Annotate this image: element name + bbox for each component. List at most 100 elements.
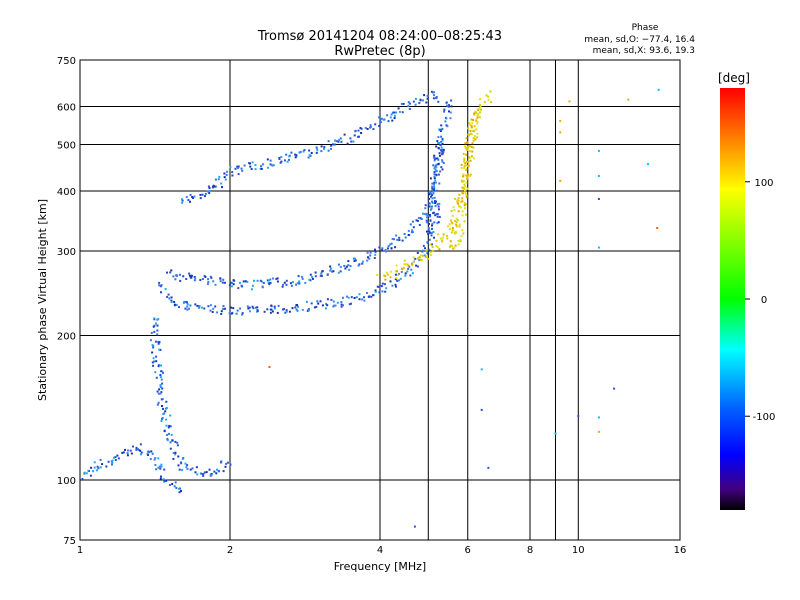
data-point xyxy=(407,101,410,104)
data-point xyxy=(463,157,466,160)
data-point xyxy=(431,202,434,204)
data-point xyxy=(311,275,314,278)
data-point xyxy=(456,201,459,204)
data-point xyxy=(353,297,356,299)
y-tick-label: 750 xyxy=(57,56,76,67)
data-point xyxy=(323,147,325,150)
data-point xyxy=(164,410,167,413)
data-point xyxy=(395,111,397,114)
data-point xyxy=(207,185,210,188)
data-point xyxy=(248,306,251,309)
data-point xyxy=(389,116,392,119)
data-point xyxy=(210,474,213,477)
data-point xyxy=(283,281,286,284)
data-point xyxy=(472,146,475,149)
data-point xyxy=(434,181,437,184)
data-point xyxy=(285,153,288,156)
data-point xyxy=(334,139,337,142)
data-point xyxy=(469,123,472,126)
data-point xyxy=(172,458,175,460)
data-point xyxy=(453,209,456,212)
data-point xyxy=(422,99,424,102)
data-point xyxy=(475,128,478,131)
data-point xyxy=(467,127,470,130)
data-point xyxy=(378,285,381,288)
data-point xyxy=(199,472,202,475)
data-point xyxy=(420,254,423,257)
data-point xyxy=(437,158,440,161)
data-point xyxy=(186,305,189,308)
data-point xyxy=(440,124,443,127)
data-point xyxy=(469,173,472,176)
data-point xyxy=(391,111,394,114)
data-point xyxy=(474,138,477,141)
data-point xyxy=(150,450,153,453)
data-point xyxy=(266,166,269,169)
data-point xyxy=(429,215,432,218)
data-point xyxy=(214,283,217,286)
data-point xyxy=(463,165,466,168)
data-point xyxy=(279,161,282,164)
data-point xyxy=(398,110,401,113)
data-point xyxy=(369,124,372,127)
data-point xyxy=(201,193,204,196)
data-point xyxy=(483,101,486,104)
data-point xyxy=(347,264,350,267)
data-point xyxy=(217,470,220,473)
data-point xyxy=(256,310,259,312)
data-point xyxy=(260,165,263,168)
data-point xyxy=(223,176,226,179)
data-point xyxy=(252,307,255,310)
data-point xyxy=(330,267,333,270)
y-axis-ticks: 75 100 200 300 400 500 600 750 xyxy=(57,56,76,547)
data-point xyxy=(230,285,233,288)
data-point xyxy=(269,163,272,166)
data-point xyxy=(307,308,310,311)
data-point xyxy=(460,235,463,237)
data-point xyxy=(473,112,476,115)
data-point xyxy=(156,403,159,406)
data-point xyxy=(255,306,257,309)
data-point xyxy=(472,157,475,160)
data-point xyxy=(394,246,397,249)
data-point xyxy=(426,212,428,215)
data-point xyxy=(437,136,440,139)
data-point xyxy=(397,272,400,275)
data-point xyxy=(468,122,471,125)
data-point xyxy=(476,116,479,119)
data-point xyxy=(404,236,407,239)
data-point xyxy=(439,170,442,173)
data-point xyxy=(229,166,232,169)
data-point xyxy=(337,271,340,274)
data-point xyxy=(389,280,392,283)
data-point xyxy=(470,118,473,121)
data-point xyxy=(430,207,433,210)
data-point xyxy=(92,470,94,473)
data-point xyxy=(396,238,399,241)
data-point xyxy=(159,374,162,376)
data-point xyxy=(237,173,240,176)
data-point xyxy=(316,149,319,152)
data-point xyxy=(366,292,368,294)
data-point xyxy=(212,307,215,310)
data-point xyxy=(441,159,444,162)
data-point xyxy=(296,304,298,306)
data-point xyxy=(214,178,217,181)
data-point xyxy=(435,166,438,169)
data-point xyxy=(220,313,223,315)
data-point xyxy=(457,210,460,213)
data-point xyxy=(160,284,163,287)
data-point xyxy=(464,142,467,145)
data-point xyxy=(418,255,421,258)
data-point xyxy=(278,158,281,160)
data-point xyxy=(230,312,232,315)
data-point xyxy=(175,487,178,489)
data-point xyxy=(251,305,254,308)
data-point xyxy=(385,287,388,290)
outlier-point xyxy=(559,131,562,134)
data-point xyxy=(464,185,467,188)
data-point xyxy=(452,206,455,209)
data-point xyxy=(407,104,410,107)
data-point xyxy=(386,273,389,276)
data-point xyxy=(400,270,403,273)
